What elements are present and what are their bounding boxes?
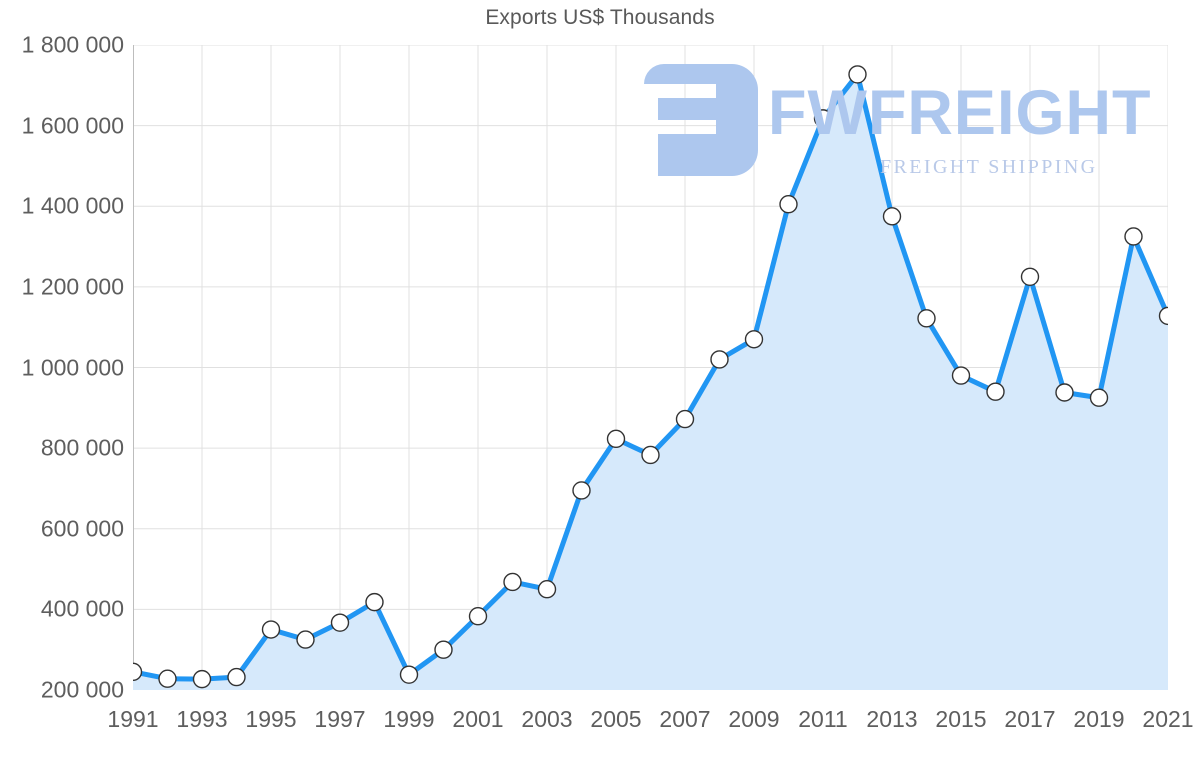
data-point-markers xyxy=(133,65,1169,689)
x-tick-label: 2005 xyxy=(590,706,642,732)
data-point-marker[interactable] xyxy=(1089,388,1109,407)
y-tick-label: 200 000 xyxy=(40,676,124,703)
x-tick-label: 1997 xyxy=(314,706,366,732)
x-tick-label: 2015 xyxy=(935,706,987,732)
data-point-marker[interactable] xyxy=(744,330,764,349)
data-point-marker[interactable] xyxy=(1020,267,1040,287)
data-point-marker[interactable] xyxy=(917,309,936,328)
y-tick-label: 1 000 000 xyxy=(21,354,124,380)
data-point-marker[interactable] xyxy=(710,350,729,369)
data-point-marker[interactable] xyxy=(1055,383,1074,402)
x-tick-label: 2021 xyxy=(1142,706,1194,732)
y-tick-label: 1 400 000 xyxy=(21,192,124,219)
chart-title: Exports US$ Thousands xyxy=(485,6,715,29)
x-tick-label: 2001 xyxy=(452,706,504,732)
y-tick-label: 400 000 xyxy=(40,595,124,622)
x-tick-label: 1993 xyxy=(176,706,228,732)
x-tick-label: 2007 xyxy=(659,706,711,732)
data-point-marker[interactable] xyxy=(133,662,143,682)
x-tick-label: 1995 xyxy=(245,706,297,732)
data-point-marker[interactable] xyxy=(158,669,177,688)
x-tick-label: 2017 xyxy=(1004,706,1056,732)
chart-svg xyxy=(133,45,1168,690)
data-point-marker[interactable] xyxy=(296,630,315,649)
data-point-marker[interactable] xyxy=(192,669,212,689)
data-point-marker[interactable] xyxy=(675,409,695,429)
data-point-marker[interactable] xyxy=(882,207,902,226)
y-tick-label: 600 000 xyxy=(40,515,124,542)
data-point-marker[interactable] xyxy=(399,665,419,684)
x-tick-label: 1999 xyxy=(383,706,435,732)
data-point-marker[interactable] xyxy=(951,366,971,385)
y-tick-label: 1 800 000 xyxy=(21,31,124,58)
x-tick-label: 2011 xyxy=(798,706,848,732)
data-point-marker[interactable] xyxy=(779,195,798,214)
data-point-marker[interactable] xyxy=(986,382,1005,401)
data-point-marker[interactable] xyxy=(813,109,833,128)
data-point-marker[interactable] xyxy=(572,481,591,500)
x-tick-label: 1991 xyxy=(107,706,159,732)
y-tick-label: 1 200 000 xyxy=(21,273,124,300)
data-point-marker[interactable] xyxy=(227,667,246,687)
data-point-marker[interactable] xyxy=(330,613,350,632)
data-point-marker[interactable] xyxy=(606,429,626,449)
data-point-marker[interactable] xyxy=(434,640,453,659)
area-fill xyxy=(133,74,1168,690)
x-tick-label: 2009 xyxy=(728,706,780,732)
y-tick-label: 800 000 xyxy=(40,434,124,461)
data-point-marker[interactable] xyxy=(641,445,660,465)
data-point-marker[interactable] xyxy=(1124,227,1143,246)
data-point-marker[interactable] xyxy=(365,592,384,612)
data-point-marker[interactable] xyxy=(848,65,867,84)
data-point-marker[interactable] xyxy=(503,572,522,592)
data-point-marker[interactable] xyxy=(537,580,557,599)
x-tick-label: 2019 xyxy=(1073,706,1125,732)
data-point-marker[interactable] xyxy=(468,607,488,626)
data-point-marker[interactable] xyxy=(261,620,281,639)
x-tick-label: 2003 xyxy=(521,706,573,732)
x-tick-label: 2013 xyxy=(866,706,918,732)
plot-area xyxy=(133,45,1168,690)
y-axis-labels: 200 000 400 000 600 000 800 000 1 000 000 1 2… xyxy=(0,0,124,763)
data-point-marker[interactable] xyxy=(1158,306,1169,326)
y-tick-label: 1 600 000 xyxy=(21,112,124,139)
